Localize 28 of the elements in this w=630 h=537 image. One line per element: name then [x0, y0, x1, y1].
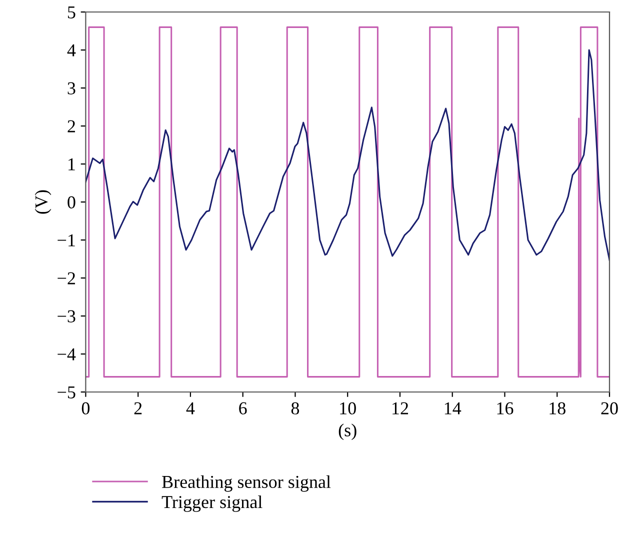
x-tick-label: 8	[291, 402, 300, 414]
x-tick-label: 12	[392, 402, 408, 414]
y-tick-label: 3	[68, 82, 76, 94]
x-tick-label: 0	[82, 402, 90, 414]
y-tick-label: −4	[58, 348, 76, 360]
y-tick-label: 1	[68, 158, 75, 170]
legend-label: Trigger signal	[162, 495, 262, 512]
x-tick-label: 16	[497, 402, 514, 414]
x-tick-label: 18	[550, 402, 566, 414]
y-tick-label: 2	[68, 120, 75, 132]
x-tick-label: 10	[340, 402, 356, 414]
y-tick-label: −2	[58, 272, 75, 284]
y-tick-label: 0	[68, 196, 76, 208]
line-series	[86, 49, 610, 261]
y-tick-label: −3	[58, 310, 76, 322]
x-tick-label: 4	[186, 402, 195, 414]
y-tick-label: −5	[58, 386, 76, 398]
y-tick-label: 4	[67, 44, 76, 56]
x-tick-label: 20	[601, 402, 618, 414]
x-tick-label: 2	[134, 402, 142, 414]
x-tick-label: 14	[444, 402, 462, 414]
line-series	[86, 26, 610, 378]
x-tick-label: 6	[239, 402, 247, 414]
y-tick-label: −1	[58, 234, 75, 246]
y-axis-title: (V)	[34, 190, 52, 214]
y-tick-label: 5	[68, 6, 76, 18]
legend-label: Breathing sensor signal	[162, 475, 331, 492]
x-axis-title: (s)	[338, 424, 356, 440]
